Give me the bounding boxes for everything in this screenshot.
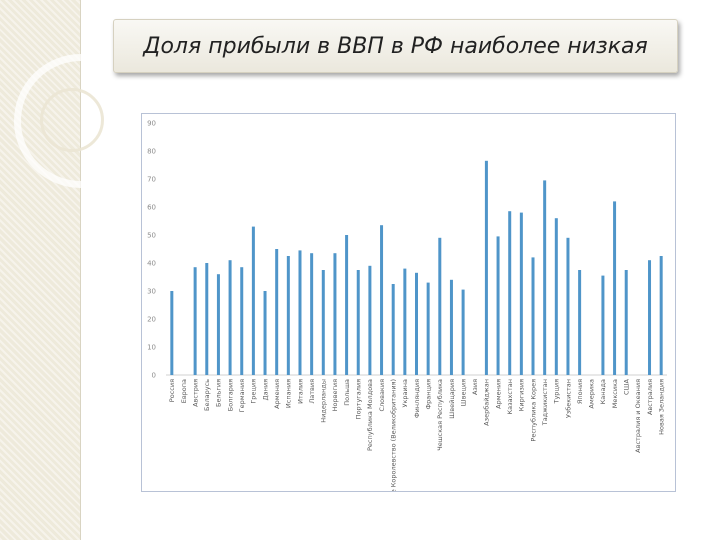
slide-title: Доля прибыли в ВВП в РФ наиболее низкая bbox=[143, 33, 648, 59]
category-label: Япония bbox=[576, 379, 584, 404]
y-tick-label: 10 bbox=[147, 344, 156, 352]
bar bbox=[345, 235, 349, 375]
y-tick-label: 60 bbox=[147, 204, 156, 212]
category-label: Канада bbox=[599, 379, 607, 404]
category-label: Словакия bbox=[378, 379, 386, 412]
bar bbox=[601, 275, 605, 375]
y-tick-label: 40 bbox=[147, 260, 156, 268]
category-label: Греция bbox=[250, 379, 258, 404]
category-label: Финляндия bbox=[413, 379, 421, 418]
bar bbox=[170, 291, 174, 375]
category-label: Киргизия bbox=[518, 379, 526, 411]
bar bbox=[449, 279, 453, 375]
bar bbox=[519, 212, 523, 375]
y-tick-label: 30 bbox=[147, 288, 156, 296]
category-label: Швеция bbox=[459, 379, 467, 406]
category-label: Дания bbox=[261, 379, 269, 401]
chart-container: 0 10 20 30 40 50 60 70 80 90 Россия Европа Австрия Бе… bbox=[141, 113, 676, 492]
bar bbox=[659, 256, 663, 375]
category-label: Бельгия bbox=[215, 379, 223, 407]
bar bbox=[380, 225, 384, 375]
category-label: Швейцария bbox=[448, 379, 456, 419]
bar bbox=[251, 226, 255, 375]
category-label: Таджикистан bbox=[541, 379, 549, 426]
bar bbox=[321, 270, 325, 375]
category-label: Норвегия bbox=[331, 379, 339, 411]
bar bbox=[613, 201, 617, 375]
bar bbox=[240, 267, 244, 375]
category-label: Чешская Республика bbox=[436, 379, 444, 451]
bar bbox=[263, 291, 267, 375]
category-label: Австралия и Океания bbox=[634, 379, 642, 453]
category-label: Болгария bbox=[226, 379, 234, 411]
title-banner: Доля прибыли в ВВП в РФ наиболее низкая bbox=[113, 19, 678, 73]
bar bbox=[624, 270, 628, 375]
bar bbox=[461, 289, 465, 375]
category-label: Австрия bbox=[191, 379, 199, 407]
category-label: Узбекистан bbox=[564, 379, 572, 418]
category-label: Азербайджан bbox=[483, 379, 491, 426]
category-label: США bbox=[623, 378, 631, 394]
y-tick-label: 90 bbox=[147, 120, 156, 128]
category-label: Португалия bbox=[355, 379, 363, 419]
bar bbox=[205, 263, 209, 375]
bar bbox=[415, 272, 418, 375]
category-label: Польша bbox=[343, 379, 351, 406]
category-label: Казахстан bbox=[506, 379, 514, 414]
bar bbox=[368, 265, 372, 375]
bar-chart: 0 10 20 30 40 50 60 70 80 90 Россия Европа Австрия Бе… bbox=[147, 120, 667, 491]
bar bbox=[298, 250, 302, 375]
bar bbox=[275, 249, 279, 375]
category-label: Азия bbox=[471, 379, 479, 395]
bar bbox=[333, 253, 337, 375]
bar bbox=[310, 253, 314, 375]
decorative-side-band bbox=[0, 0, 148, 540]
bar bbox=[508, 211, 512, 375]
category-label: Армения bbox=[494, 379, 502, 409]
bar bbox=[216, 274, 220, 375]
bar bbox=[578, 270, 582, 375]
category-label: Европа bbox=[180, 379, 188, 403]
bar bbox=[438, 237, 442, 375]
category-label: Италия bbox=[296, 379, 304, 404]
category-label: Австралия bbox=[646, 379, 654, 415]
category-label: Германия bbox=[238, 379, 246, 412]
category-label: Новая Зеландия bbox=[657, 379, 665, 435]
category-label: Республика Корея bbox=[529, 379, 537, 442]
y-tick-label: 0 bbox=[152, 372, 156, 380]
category-label: Америка bbox=[588, 379, 596, 409]
category-label: Нидерланды bbox=[320, 379, 328, 423]
bar bbox=[554, 218, 558, 375]
category-label: Соединенное Королевство (Великобритания) bbox=[389, 379, 397, 491]
bar bbox=[648, 260, 652, 375]
bar bbox=[484, 160, 488, 375]
bar bbox=[391, 284, 395, 375]
category-label: Беларусь bbox=[203, 379, 211, 411]
bar bbox=[496, 236, 500, 375]
category-label: Республика Молдова bbox=[366, 379, 374, 451]
bar bbox=[426, 282, 430, 375]
category-label: Армения bbox=[273, 379, 281, 409]
y-tick-label: 20 bbox=[147, 316, 156, 324]
bar bbox=[193, 267, 197, 375]
category-label: Латвия bbox=[308, 379, 316, 404]
category-label: Мексика bbox=[611, 379, 619, 408]
y-tick-label: 50 bbox=[147, 232, 156, 240]
bar bbox=[531, 257, 535, 375]
bar bbox=[228, 260, 232, 375]
y-tick-label: 80 bbox=[147, 148, 156, 156]
category-label: Россия bbox=[168, 379, 176, 402]
category-label: Испания bbox=[285, 379, 293, 408]
bar bbox=[403, 268, 407, 375]
decorative-ring-small bbox=[40, 88, 104, 152]
y-tick-label: 70 bbox=[147, 176, 156, 184]
bar bbox=[543, 180, 547, 375]
bar bbox=[356, 270, 360, 375]
bar bbox=[566, 237, 570, 375]
bar bbox=[286, 256, 290, 375]
category-label: Франция bbox=[424, 379, 432, 410]
category-label: Украина bbox=[401, 379, 409, 407]
category-label: Турция bbox=[553, 379, 561, 405]
